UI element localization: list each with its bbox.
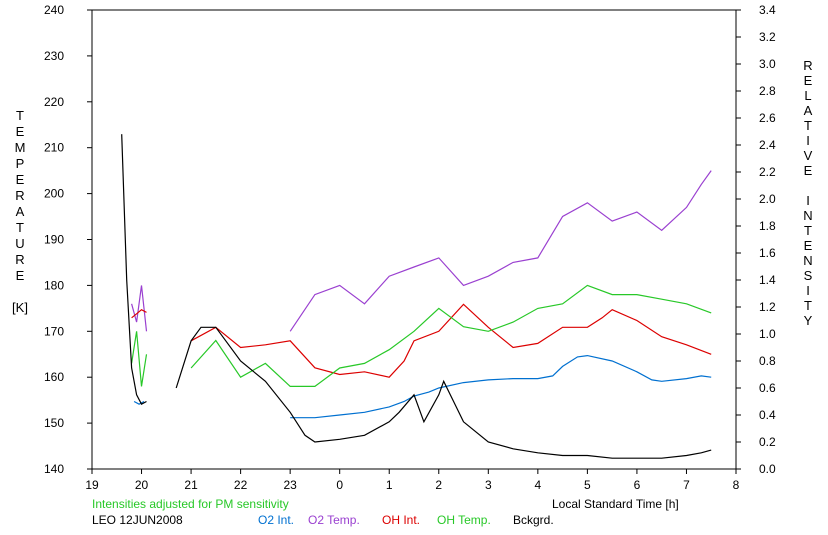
pm-sensitivity-note: Intensities adjusted for PM sensitivity [92,497,289,511]
axis-title-char: M [15,140,26,155]
x-tick-label: 1 [386,478,393,492]
axis-title-char: V [804,148,813,163]
x-tick-label: 21 [184,478,198,492]
legend-o2-temp: O2 Temp. [308,513,360,527]
right-y-tick-label: 1.4 [759,273,776,287]
axis-title-char: R [15,252,24,267]
axis-title-char: I [806,133,810,148]
x-axis-label: Local Standard Time [h] [552,497,679,511]
right-y-tick-label: 2.6 [759,111,776,125]
axis-title-char: T [804,118,812,133]
x-tick-label: 8 [733,478,740,492]
plot-frame [91,9,737,470]
axis-title-char: A [804,103,813,118]
axis-title-char: E [804,238,813,253]
series-line-o2-temp [289,170,712,332]
x-tick-label: 22 [234,478,248,492]
right-y-tick-label: 2.0 [759,192,776,206]
right-y-tick-label: 0.2 [759,435,776,449]
axis-title-char: R [15,188,24,203]
left-y-tick-label: 200 [44,187,64,201]
left-y-tick-label: 140 [44,462,64,476]
axis-title-char: S [804,268,813,283]
axis-title-char: Y [804,313,813,328]
axis-title-char: T [804,223,812,238]
axis-title-char: T [16,108,24,123]
right-y-axis: 0.0 0.2 0.4 0.6 0.8 1.0 1.2 1.4 1.6 1.8 2.0 2.2 2.4 2… [736,3,776,476]
right-y-tick-label: 3.2 [759,30,776,44]
left-y-tick-label: 150 [44,416,64,430]
x-axis: 19 20 21 22 23 0 1 2 3 4 5 6 7 8 [85,469,740,492]
right-y-tick-label: 0.4 [759,408,776,422]
x-tick-label: 2 [435,478,442,492]
series-line-oh-temp [131,331,148,387]
right-y-tick-label: 0.0 [759,462,776,476]
site-date-label: LEO 12JUN2008 [92,513,183,527]
axis-title-char: T [804,298,812,313]
axis-title-char: E [16,124,25,139]
right-y-tick-label: 3.0 [759,57,776,71]
series-line-oh-temp [190,284,712,387]
axis-title-char: E [16,172,25,187]
x-tick-label: 7 [683,478,690,492]
x-tick-label: 5 [584,478,591,492]
right-y-tick-label: 0.6 [759,381,776,395]
axis-title-char: [K] [12,300,28,315]
x-tick-label: 3 [485,478,492,492]
axis-title-char: E [804,163,813,178]
right-y-tick-label: 1.6 [759,246,776,260]
x-tick-label: 6 [634,478,641,492]
axis-title-char: I [806,193,810,208]
series-line-o2-int [290,354,712,419]
legend-oh-int: OH Int. [382,513,420,527]
series-line-bckgrd [175,326,712,459]
axis-title-char: A [16,204,25,219]
axis-title-char: L [804,88,811,103]
series-line-oh-int [131,308,147,319]
left-y-tick-label: 220 [44,95,64,109]
axis-title-char: I [806,283,810,298]
axis-title-char: T [16,220,24,235]
x-tick-label: 0 [336,478,343,492]
right-y-tick-label: 2.2 [759,165,776,179]
right-y-tick-label: 1.8 [759,219,776,233]
axis-title-char: R [803,58,812,73]
left-y-tick-label: 170 [44,324,64,338]
right-y-tick-label: 2.8 [759,84,776,98]
left-y-tick-label: 180 [44,278,64,292]
right-y-tick-label: 0.8 [759,354,776,368]
x-tick-label: 19 [85,478,99,492]
legend-bckgrd: Bckgrd. [513,513,554,527]
axis-title-char: P [16,156,25,171]
axis-title-char: U [15,236,24,251]
left-y-tick-label: 230 [44,49,64,63]
series-line-bckgrd [121,134,147,406]
series-line-o2-int [133,400,145,405]
series-line-o2-temp [131,285,148,332]
series-layer [121,134,712,459]
right-y-tick-label: 1.2 [759,300,776,314]
axis-title-char: N [803,208,812,223]
left-y-axis: 140 150 160 170 180 190 200 210 220 230 240 [44,3,92,476]
x-tick-label: 20 [135,478,149,492]
left-y-tick-label: 210 [44,141,64,155]
left-y-tick-label: 190 [44,233,64,247]
legend-oh-temp: OH Temp. [437,513,491,527]
x-tick-label: 4 [535,478,542,492]
right-y-tick-label: 2.4 [759,138,776,152]
right-y-tick-label: 3.4 [759,3,776,17]
axis-title-char: E [804,73,813,88]
legend-o2-int: O2 Int. [258,513,294,527]
axis-title-char: E [16,268,25,283]
right-y-tick-label: 1.0 [759,327,776,341]
left-y-tick-label: 160 [44,370,64,384]
x-tick-label: 23 [283,478,297,492]
left-y-tick-label: 240 [44,3,64,17]
axis-title-char: N [803,253,812,268]
